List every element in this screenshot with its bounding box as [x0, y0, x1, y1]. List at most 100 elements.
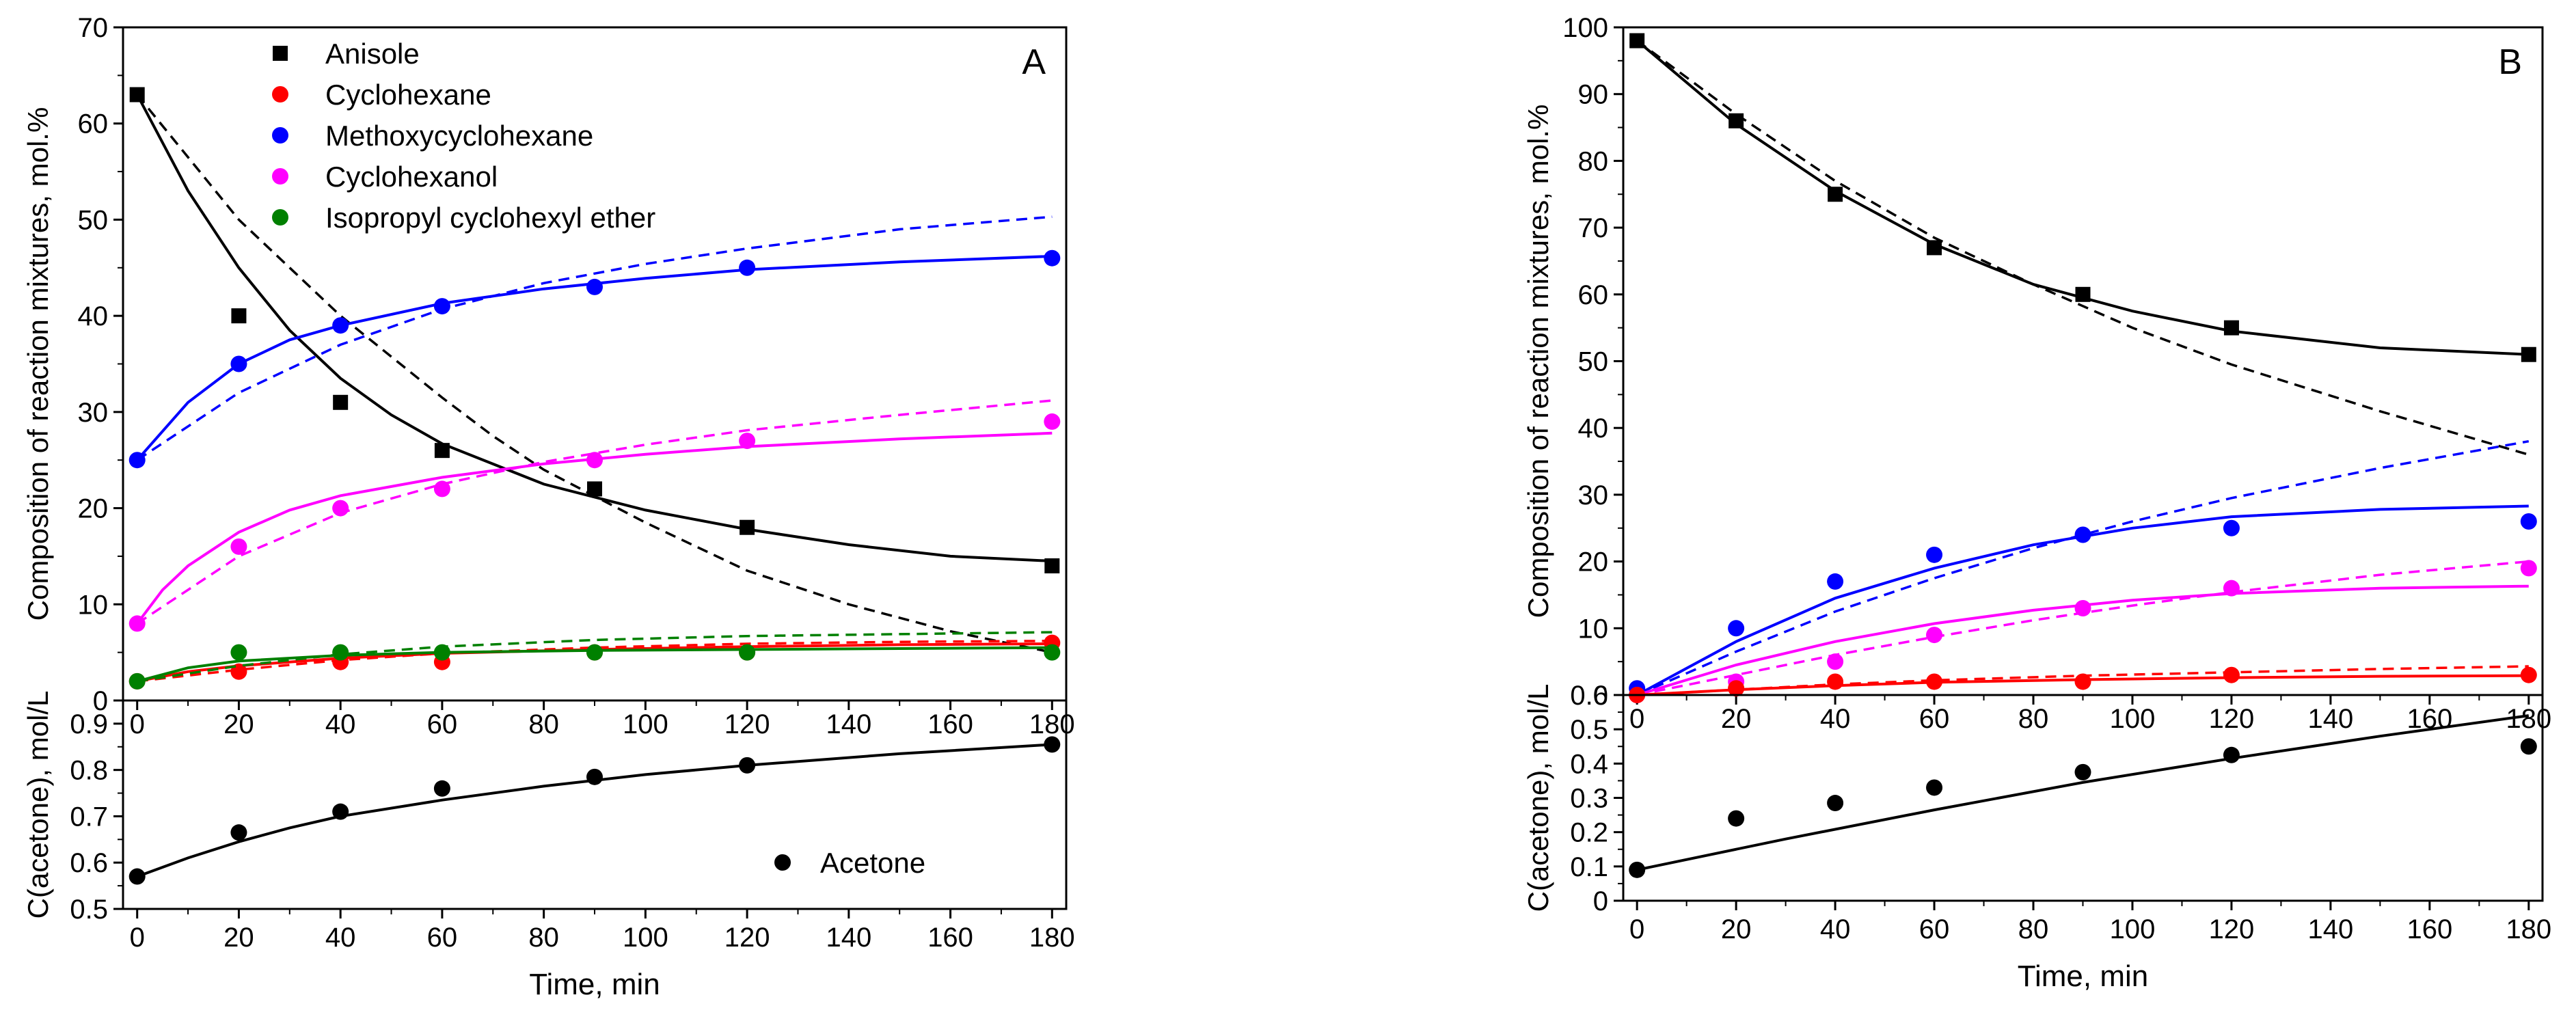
- fit-solid-line: [1637, 674, 2529, 696]
- legend-marker: [272, 127, 288, 144]
- y-tick-label: 70: [78, 13, 109, 43]
- y-tick-label: 50: [1578, 347, 1609, 377]
- x-tick-label-upper: 40: [325, 709, 356, 739]
- data-point: [1927, 240, 1942, 256]
- x-tick-label-upper: 80: [2018, 704, 2049, 734]
- series-isopropyl-cyclohexyl-ether: [128, 631, 1061, 690]
- legend-lower: Acetone: [774, 847, 925, 879]
- panel-label: A: [1022, 42, 1046, 82]
- x-tick-label-upper: 140: [826, 709, 871, 739]
- y-tick-label: 0.1: [1570, 852, 1608, 882]
- x-tick-label: 80: [528, 923, 559, 953]
- y-tick-label: 30: [78, 398, 109, 428]
- fit-solid-line: [137, 743, 1053, 878]
- data-point: [739, 259, 756, 276]
- data-point: [128, 452, 146, 469]
- x-tick-label: 120: [724, 923, 770, 953]
- series-cyclohexanol: [128, 399, 1061, 632]
- data-point: [332, 644, 349, 661]
- y-tick-label: 60: [78, 109, 109, 139]
- y-tick-label: 0.5: [70, 895, 108, 925]
- data-point: [586, 768, 603, 785]
- lower-plot-b: 0 0.1 0.2 0.3 0.4 0.5 0.6 C(acetone), mol/L: [1522, 681, 2544, 916]
- data-point: [1827, 795, 1844, 812]
- x-tick-label: 20: [1721, 914, 1752, 944]
- data-point: [129, 87, 145, 103]
- data-point: [586, 278, 603, 295]
- x-tick-label-upper: 120: [724, 709, 770, 739]
- upper-plot-b: 0 10 20 30 40 50 60 70 80 90 100 Composition of rea…: [1522, 13, 2544, 711]
- data-point: [1926, 627, 1943, 644]
- data-point: [739, 433, 756, 450]
- fit-dashed-line: [1636, 560, 2529, 696]
- data-point: [230, 538, 247, 555]
- fit-dashed-line: [136, 399, 1053, 625]
- y-tick-label: 0.4: [1570, 749, 1608, 779]
- data-point: [2223, 746, 2240, 763]
- y-tick-label: 0: [93, 686, 108, 716]
- x-tick-label: 80: [2018, 914, 2049, 944]
- data-point: [433, 780, 450, 797]
- fit-solid-line: [1636, 584, 2529, 696]
- data-point: [1044, 413, 1061, 430]
- y-axis-label: Composition of reaction mixtures, mol.%: [1522, 105, 1554, 618]
- data-point: [230, 824, 247, 841]
- fit-dashed-line: [1636, 439, 2530, 696]
- fit-dashed-line: [1636, 40, 2530, 456]
- data-point: [1728, 620, 1745, 637]
- y-tick-label: 70: [1578, 213, 1609, 243]
- y-axis-label: Composition of reaction mixtures, mol.%: [22, 107, 54, 621]
- panel-b: 0 10 20 30 40 50 60 70 80 90 100 Composition of rea…: [1522, 13, 2551, 993]
- lower-plot-a: 0.5 0.6 0.7 0.8 0.9 C(acetone), mol/L: [22, 691, 1068, 925]
- y-tick-label: 100: [1562, 13, 1608, 43]
- y-tick-label: 0.6: [70, 848, 108, 878]
- x-tick-label: 140: [826, 923, 871, 953]
- y-tick-label: 20: [1578, 547, 1609, 577]
- x-tick-label-upper: 60: [1919, 704, 1950, 734]
- x-tick-label-upper: 0: [130, 709, 145, 739]
- fit-solid-line: [1636, 39, 2529, 356]
- data-point: [1926, 673, 1943, 690]
- x-tick-label: 140: [2308, 914, 2354, 944]
- data-point: [433, 644, 450, 661]
- y-axis-label: C(acetone), mol/L: [22, 691, 54, 919]
- data-point: [2520, 560, 2537, 577]
- x-tick-label-upper: 80: [528, 709, 559, 739]
- fit-dashed-line: [136, 215, 1053, 461]
- data-point: [1827, 573, 1844, 590]
- series-acetone: [1629, 714, 2537, 878]
- data-point: [1728, 113, 1744, 128]
- y-tick-label: 0: [1593, 681, 1608, 711]
- legend-marker: [272, 86, 288, 103]
- data-point: [2223, 666, 2240, 683]
- x-tick-label-upper: 140: [2308, 704, 2354, 734]
- y-tick-label: 0.9: [70, 709, 108, 739]
- data-point: [128, 672, 146, 690]
- data-point: [2520, 666, 2537, 683]
- legend-marker: [273, 46, 288, 61]
- data-point: [1044, 736, 1061, 753]
- y-tick-label: 90: [1578, 80, 1609, 110]
- x-tick-label: 180: [2506, 914, 2551, 944]
- x-tick-label-upper: 40: [1820, 704, 1851, 734]
- x-tick-label-upper: 180: [2506, 704, 2551, 734]
- data-point: [333, 394, 349, 410]
- x-tick-label: 60: [427, 923, 458, 953]
- x-tick-label-upper: 20: [223, 709, 254, 739]
- x-tick-label: 100: [623, 923, 668, 953]
- y-tick-label: 0.7: [70, 802, 108, 832]
- panel-a: 0 10 20 30 40 50 60 70 Composition of reaction m…: [22, 13, 1075, 1001]
- y-tick-label: 20: [78, 494, 109, 524]
- x-axis-label: Time, min: [2018, 959, 2149, 993]
- x-tick-label: 40: [325, 923, 356, 953]
- y-axis-label: C(acetone), mol/L: [1522, 684, 1554, 912]
- data-point: [2520, 513, 2537, 530]
- x-tick-label: 20: [223, 923, 254, 953]
- y-tick-label: 0: [1593, 886, 1608, 916]
- y-tick-label: 10: [1578, 614, 1609, 644]
- data-point: [1926, 546, 1943, 563]
- x-tick-label: 40: [1820, 914, 1851, 944]
- x-tick-label: 120: [2209, 914, 2255, 944]
- data-point: [230, 644, 247, 661]
- y-tick-label: 0.6: [1570, 681, 1608, 711]
